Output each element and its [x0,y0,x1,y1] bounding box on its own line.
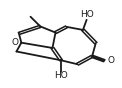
Text: O: O [107,56,115,65]
Text: HO: HO [54,71,68,80]
Text: HO: HO [80,10,94,19]
Text: O: O [11,38,18,47]
